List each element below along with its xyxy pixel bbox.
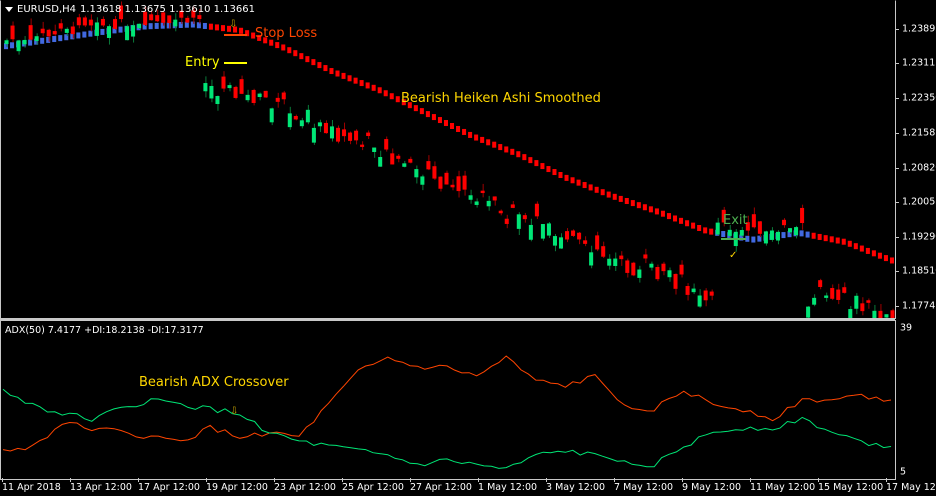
price-label: 1.18510 bbox=[902, 265, 936, 277]
price-label: 1.17745 bbox=[902, 300, 936, 312]
time-label: 17 May 12:00 bbox=[886, 482, 936, 493]
x-tick bbox=[546, 478, 547, 482]
x-tick bbox=[886, 478, 887, 482]
price-label: 1.20055 bbox=[902, 196, 936, 208]
x-tick bbox=[70, 478, 71, 482]
y-tick bbox=[895, 29, 899, 30]
price-label: 1.21585 bbox=[902, 127, 936, 139]
time-label: 25 Apr 12:00 bbox=[342, 482, 404, 493]
time-label: 11 Apr 2018 bbox=[2, 482, 61, 493]
price-label: 1.22350 bbox=[902, 92, 936, 104]
symbol-label: EURUSD,H4 bbox=[17, 4, 77, 15]
time-label: 13 Apr 12:00 bbox=[70, 482, 132, 493]
x-tick bbox=[274, 478, 275, 482]
pane-separator[interactable] bbox=[0, 318, 895, 320]
dropdown-triangle-icon[interactable] bbox=[5, 7, 13, 12]
price-chart-pane[interactable]: EURUSD,H4 1.13618 1.13675 1.13610 1.1366… bbox=[0, 0, 896, 319]
y-tick bbox=[895, 202, 899, 203]
time-label: 3 May 12:00 bbox=[546, 482, 606, 493]
indicator-label: ADX(50) 7.4177 +DI:18.2138 -DI:17.3177 bbox=[5, 325, 204, 336]
price-axis[interactable]: 1.23895 1.23115 1.22350 1.21585 1.20820 … bbox=[895, 0, 936, 318]
exit-check-icon: ✓ bbox=[729, 250, 738, 261]
time-axis[interactable]: 11 Apr 2018 13 Apr 12:00 17 Apr 12:00 19… bbox=[0, 478, 936, 496]
time-label: 1 May 12:00 bbox=[478, 482, 538, 493]
x-tick bbox=[818, 478, 819, 482]
y-tick bbox=[895, 237, 899, 238]
x-tick bbox=[2, 478, 3, 482]
price-label: 1.23895 bbox=[902, 23, 936, 35]
x-tick bbox=[478, 478, 479, 482]
time-label: 27 Apr 12:00 bbox=[410, 482, 472, 493]
y-tick bbox=[895, 168, 899, 169]
chart-title: EURUSD,H4 1.13618 1.13675 1.13610 1.1366… bbox=[5, 4, 255, 15]
y-tick bbox=[895, 306, 899, 307]
adx-indicator-pane[interactable]: ADX(50) 7.4177 +DI:18.2138 -DI:17.3177 B… bbox=[0, 320, 896, 480]
ohlc-values: 1.13618 1.13675 1.13610 1.13661 bbox=[80, 4, 255, 15]
ha-smoothed-label: Bearish Heiken Ashi Smoothed bbox=[401, 91, 601, 106]
x-tick bbox=[138, 478, 139, 482]
y-tick bbox=[895, 133, 899, 134]
time-label: 7 May 12:00 bbox=[614, 482, 674, 493]
exit-label: Exit bbox=[723, 213, 748, 228]
x-tick bbox=[750, 478, 751, 482]
time-label: 19 Apr 12:00 bbox=[206, 482, 268, 493]
adx-crossover-label: Bearish ADX Crossover bbox=[139, 375, 289, 390]
stop-loss-label: Stop Loss bbox=[255, 26, 318, 41]
y-tick bbox=[895, 98, 899, 99]
adx-line-chart bbox=[2, 355, 892, 469]
stop-loss-arrow-icon: ⇩ bbox=[229, 19, 238, 30]
adx-max-label: 39 bbox=[900, 322, 913, 334]
price-label: 1.19290 bbox=[902, 231, 936, 243]
adx-axis[interactable]: 39 5 bbox=[896, 320, 936, 478]
time-label: 9 May 12:00 bbox=[682, 482, 742, 493]
x-tick bbox=[342, 478, 343, 482]
time-label: 11 May 12:00 bbox=[750, 482, 816, 493]
x-tick bbox=[682, 478, 683, 482]
x-tick bbox=[206, 478, 207, 482]
x-tick bbox=[410, 478, 411, 482]
candlestick-chart bbox=[4, 1, 895, 319]
time-label: 23 Apr 12:00 bbox=[274, 482, 336, 493]
y-tick bbox=[895, 63, 899, 64]
price-label: 1.23115 bbox=[902, 57, 936, 69]
crossover-arrow-icon: ⇩ bbox=[230, 406, 239, 417]
y-tick bbox=[895, 271, 899, 272]
adx-min-label: 5 bbox=[900, 466, 907, 478]
entry-label: Entry bbox=[185, 55, 220, 70]
price-label: 1.20820 bbox=[902, 162, 936, 174]
x-tick bbox=[614, 478, 615, 482]
time-label: 17 Apr 12:00 bbox=[138, 482, 200, 493]
time-label: 15 May 12:00 bbox=[818, 482, 884, 493]
